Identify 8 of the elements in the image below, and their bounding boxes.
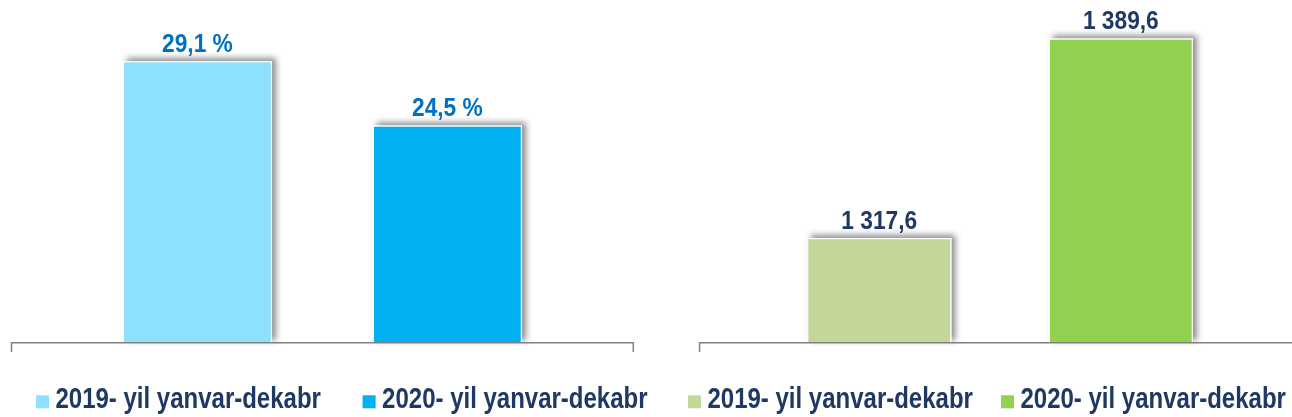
data-label: 29,1 % [162, 28, 233, 58]
legend-label: 2020- yil yanvar-dekabr [1020, 380, 1287, 415]
data-label: 1 317,6 [841, 205, 918, 234]
legend-label: 2019- yil yanvar-dekabr [707, 380, 974, 415]
data-label: 1 389,6 [1082, 6, 1159, 35]
data-label: 24,5 % [411, 93, 483, 122]
legend-label: 2020- yil yanvar-dekabr [382, 380, 648, 415]
legend-label: 2019- yil yanvar-dekabr [55, 380, 322, 415]
